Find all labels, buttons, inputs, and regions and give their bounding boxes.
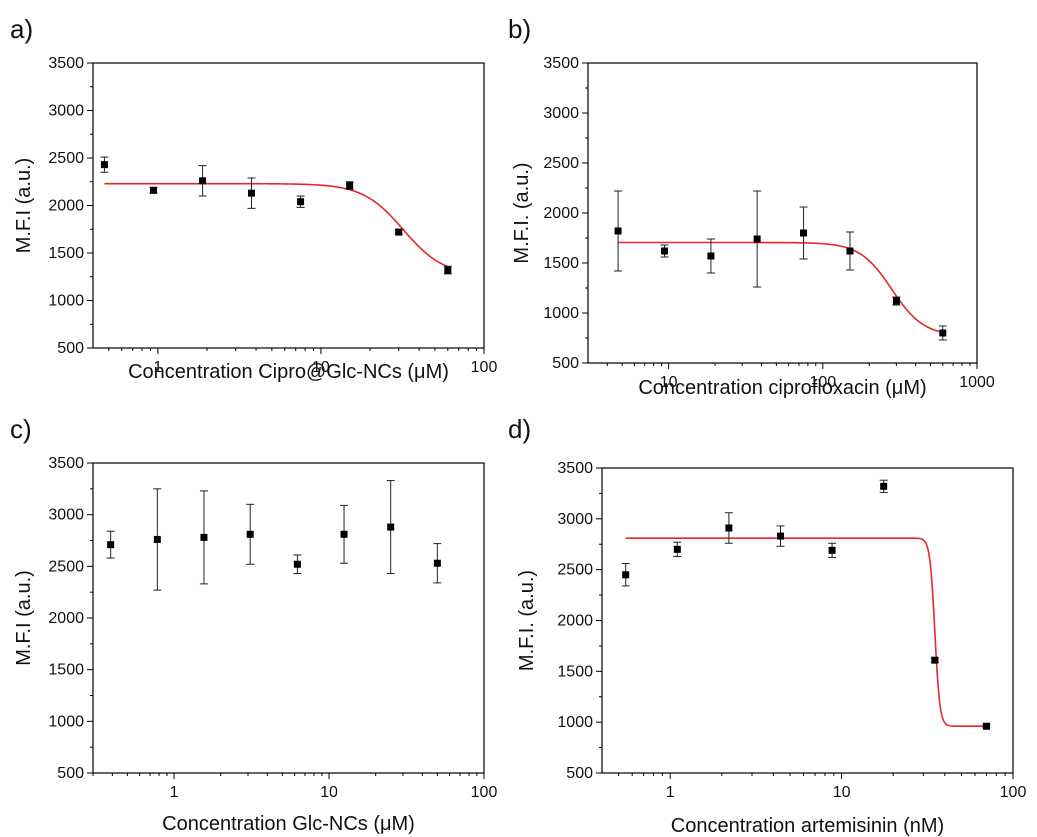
x-tick-label: 10 <box>312 359 330 376</box>
data-point <box>340 530 348 538</box>
panel-letter: d) <box>508 414 531 444</box>
plot-frame <box>601 467 1014 774</box>
data-point <box>444 266 452 274</box>
data-point <box>395 228 403 236</box>
data-point <box>846 247 854 255</box>
chart-panel-4: d) 500 1000 1500 2000 2500 3000 3500 1 10 100 Conce… <box>508 414 1026 837</box>
data-point <box>707 252 715 260</box>
x-axis-label: Concentration ciprofloxacin (μM) <box>638 377 926 399</box>
y-tick-label: 1500 <box>557 663 593 680</box>
fit-curve <box>618 241 943 334</box>
y-tick-label: 2000 <box>48 610 84 627</box>
fit-curve <box>104 182 449 268</box>
x-tick-label: 1 <box>153 359 162 376</box>
y-tick-label: 3000 <box>543 105 579 122</box>
x-tick-label: 1000 <box>959 374 995 391</box>
y-tick-label: 500 <box>552 355 579 372</box>
y-tick-label: 500 <box>57 765 84 782</box>
y-tick-label: 1500 <box>543 255 579 272</box>
x-tick-label: 100 <box>471 784 498 801</box>
chart-panel-3: c) 500 1000 1500 2000 2500 3000 3500 1 10 100 Conce… <box>10 414 497 835</box>
y-tick-label: 3500 <box>48 55 84 72</box>
data-point <box>346 182 354 190</box>
data-point <box>246 530 254 538</box>
data-point <box>200 533 208 541</box>
x-tick-label: 1 <box>170 784 179 801</box>
chart-panel-1: a) 500 1000 1500 2000 2500 3000 3500 1 10 100 Conce… <box>10 14 497 383</box>
data-point <box>614 227 622 235</box>
data-point <box>776 532 784 540</box>
data-point <box>892 297 900 305</box>
data-point <box>931 656 939 664</box>
y-tick-label: 1000 <box>48 293 84 310</box>
data-point <box>297 198 305 206</box>
plot-frame <box>92 62 485 349</box>
data-point <box>753 235 761 243</box>
y-tick-label: 2500 <box>48 150 84 167</box>
x-tick-label: 100 <box>1000 784 1027 801</box>
data-point <box>828 546 836 554</box>
y-tick-label: 1000 <box>48 713 84 730</box>
data-point <box>433 559 441 567</box>
data-point <box>800 229 808 237</box>
x-axis-label: Concentration Cipro@Glc-NCs (μM) <box>128 361 449 383</box>
data-point <box>725 524 733 532</box>
data-point <box>153 535 161 543</box>
data-point <box>107 541 115 549</box>
data-point <box>199 177 207 185</box>
y-tick-label: 1500 <box>48 245 84 262</box>
data-point <box>100 161 108 169</box>
x-tick-label: 100 <box>809 374 836 391</box>
x-tick-label: 1 <box>666 784 675 801</box>
x-tick-label: 10 <box>320 784 338 801</box>
data-point <box>622 571 630 579</box>
fit-curve <box>625 537 987 728</box>
y-tick-label: 1500 <box>48 662 84 679</box>
y-tick-label: 2500 <box>557 562 593 579</box>
y-tick-label: 3500 <box>557 460 593 477</box>
y-tick-label: 3500 <box>543 55 579 72</box>
y-tick-label: 3000 <box>48 103 84 120</box>
data-point <box>150 186 158 194</box>
x-tick-label: 10 <box>660 374 678 391</box>
y-tick-label: 2000 <box>543 205 579 222</box>
data-point <box>982 722 990 730</box>
y-tick-label: 3500 <box>48 455 84 472</box>
y-tick-label: 2500 <box>48 558 84 575</box>
chart-panel-2: b) 500 1000 1500 2000 2500 3000 3500 10 100 1000 Co… <box>508 14 995 399</box>
panel-letter: a) <box>10 14 33 44</box>
panel-letter: c) <box>10 414 32 444</box>
plot-frame <box>587 62 978 364</box>
data-point <box>939 329 947 337</box>
y-axis-label: M.F.I (a.u.) <box>13 570 35 666</box>
y-tick-label: 1000 <box>543 305 579 322</box>
y-tick-label: 3000 <box>48 507 84 524</box>
y-axis-label: M.F.I. (a.u.) <box>516 570 538 671</box>
data-point <box>673 545 681 553</box>
x-tick-label: 100 <box>471 359 498 376</box>
data-point <box>660 247 668 255</box>
panel-letter: b) <box>508 14 531 44</box>
x-tick-label: 10 <box>833 784 851 801</box>
y-tick-label: 2000 <box>48 198 84 215</box>
x-axis-label: Concentration Glc-NCs (μM) <box>162 813 415 835</box>
data-point <box>247 189 255 197</box>
y-tick-label: 2000 <box>557 613 593 630</box>
y-tick-label: 2500 <box>543 155 579 172</box>
data-point <box>880 482 888 490</box>
data-point <box>293 560 301 568</box>
y-tick-label: 3000 <box>557 511 593 528</box>
y-axis-label: M.F.I (a.u.) <box>13 158 35 254</box>
y-tick-label: 1000 <box>557 714 593 731</box>
y-axis-label: M.F.I. (a.u.) <box>511 162 533 263</box>
plot-frame <box>92 462 485 774</box>
y-tick-label: 500 <box>57 340 84 357</box>
data-point <box>387 523 395 531</box>
x-axis-label: Concentration artemisinin (nM) <box>671 815 944 837</box>
y-tick-label: 500 <box>566 765 593 782</box>
